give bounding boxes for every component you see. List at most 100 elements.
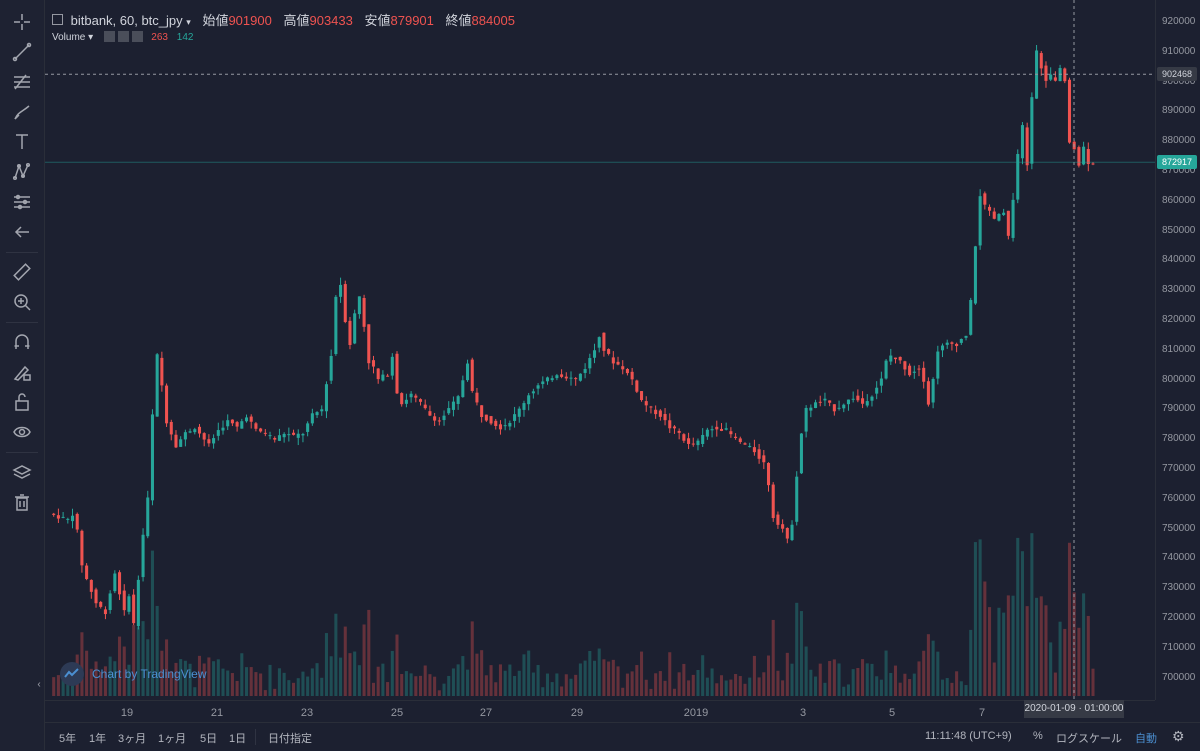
bottom-divider	[255, 729, 256, 745]
candle-body	[1067, 79, 1072, 143]
volume-bar	[197, 655, 202, 696]
volume-bar	[959, 681, 963, 696]
log-scale-button[interactable]: ログスケール	[1056, 733, 1122, 745]
price-tick-label: 700000	[1162, 671, 1196, 683]
candle-body	[489, 416, 493, 424]
volume-bar	[108, 656, 112, 696]
volume-bar	[381, 663, 385, 696]
price-tick-label: 790000	[1162, 403, 1196, 415]
trend-line-tool-icon[interactable]	[8, 38, 36, 66]
volume-dropdown-icon[interactable]: ▾	[88, 32, 94, 43]
candle-body	[672, 426, 676, 429]
volume-bar	[216, 659, 220, 696]
time-axis[interactable]: 19 21 23 25 27 29 2019 3 5 7	[45, 700, 1155, 723]
price-tick-label: 730000	[1162, 582, 1196, 594]
volume-bar	[277, 668, 281, 696]
candle-body	[371, 360, 376, 367]
clock[interactable]: 11:11:48 (UTC+9)	[925, 730, 1012, 742]
collapse-legend-icon[interactable]	[52, 14, 63, 25]
candle-body	[748, 446, 752, 448]
settings-icon[interactable]	[103, 31, 115, 42]
hide-icon[interactable]	[117, 31, 129, 42]
magnet-icon[interactable]	[8, 328, 36, 356]
candle-body	[503, 425, 507, 427]
volume-bar	[517, 670, 521, 696]
zoom-in-icon[interactable]	[8, 288, 36, 316]
time-tick-label: 21	[210, 707, 224, 719]
candle-body	[898, 356, 902, 361]
symbol-title[interactable]: bitbank, 60, btc_jpy	[70, 13, 183, 28]
range-1m-button[interactable]: 1ヶ月	[158, 733, 187, 745]
volume-bar	[574, 674, 578, 696]
price-chart[interactable]	[45, 0, 1155, 700]
layers-icon[interactable]	[8, 458, 36, 486]
auto-scale-button[interactable]: 自動	[1135, 733, 1157, 745]
candle-body	[339, 284, 343, 297]
remove-icon[interactable]	[131, 31, 143, 42]
volume-bar	[207, 657, 211, 696]
candle-body	[564, 376, 568, 379]
candle-body	[310, 413, 314, 424]
crosshair-tool-icon[interactable]	[8, 8, 36, 36]
volume-bar	[997, 607, 1001, 696]
volume-bar	[818, 663, 822, 696]
range-1y-button[interactable]: 1年	[89, 733, 107, 745]
volume-bar	[527, 650, 531, 696]
text-tool-icon[interactable]	[8, 128, 36, 156]
volume-bar	[423, 665, 427, 696]
volume-bar	[165, 639, 169, 696]
back-arrow-icon[interactable]	[8, 218, 36, 246]
price-tick-label: 910000	[1162, 45, 1196, 57]
unlock-icon[interactable]	[8, 388, 36, 416]
volume-bar	[898, 682, 902, 696]
volume-bar	[988, 607, 992, 696]
volume-bar	[1016, 537, 1020, 696]
gear-icon[interactable]: ⚙	[1172, 728, 1185, 744]
candle-body	[743, 443, 747, 445]
trash-icon[interactable]	[8, 488, 36, 516]
price-tick-label: 740000	[1162, 552, 1196, 564]
brush-tool-icon[interactable]	[8, 98, 36, 126]
symbol-dropdown-icon[interactable]: ▾	[186, 17, 191, 27]
volume-bar	[945, 678, 949, 696]
candle-body	[165, 385, 169, 424]
volume-bar	[912, 673, 916, 696]
volume-bar	[362, 624, 366, 696]
tradingview-watermark[interactable]: Chart by TradingView	[60, 662, 207, 686]
candle-body	[282, 433, 286, 438]
volume-bar	[776, 670, 780, 696]
eye-icon[interactable]	[8, 418, 36, 446]
volume-bar	[122, 646, 126, 696]
prediction-tool-icon[interactable]	[8, 188, 36, 216]
candle-body	[263, 432, 267, 434]
volume-bar	[640, 651, 644, 696]
pattern-tool-icon[interactable]	[8, 158, 36, 186]
range-5y-button[interactable]: 5年	[59, 733, 77, 745]
candle-body	[414, 395, 418, 398]
time-tick-label: 29	[570, 707, 584, 719]
volume-bar	[644, 679, 648, 696]
candles	[52, 44, 1095, 630]
symbol-legend: bitbank, 60, btc_jpy ▾ 始値901900 高値903433…	[52, 10, 515, 29]
high-label: 高値	[283, 13, 310, 28]
price-tick-label: 840000	[1162, 254, 1196, 266]
volume-bar	[757, 677, 761, 696]
candle-body	[640, 391, 644, 401]
range-3m-button[interactable]: 3ヶ月	[118, 733, 147, 745]
range-1d-button[interactable]: 1日	[229, 733, 247, 745]
candle-body	[169, 421, 173, 435]
percent-scale-button[interactable]: %	[1033, 730, 1043, 742]
candle-body	[174, 434, 178, 448]
candle-body	[710, 429, 714, 431]
volume-bar	[1058, 621, 1062, 696]
collapse-toolbar-icon[interactable]: ‹	[37, 678, 41, 690]
volume-label[interactable]: Volume	[52, 32, 86, 43]
goto-date-button[interactable]: 日付指定	[268, 733, 312, 745]
range-5d-button[interactable]: 5日	[200, 733, 218, 745]
ruler-tool-icon[interactable]	[8, 258, 36, 286]
fib-tool-icon[interactable]	[8, 68, 36, 96]
toolbar-divider	[6, 252, 38, 253]
lock-drawings-icon[interactable]	[8, 358, 36, 386]
volume-bar	[715, 683, 719, 696]
price-axis[interactable]: 920000 910000 900000 890000 880000 870000 8600…	[1155, 0, 1200, 700]
